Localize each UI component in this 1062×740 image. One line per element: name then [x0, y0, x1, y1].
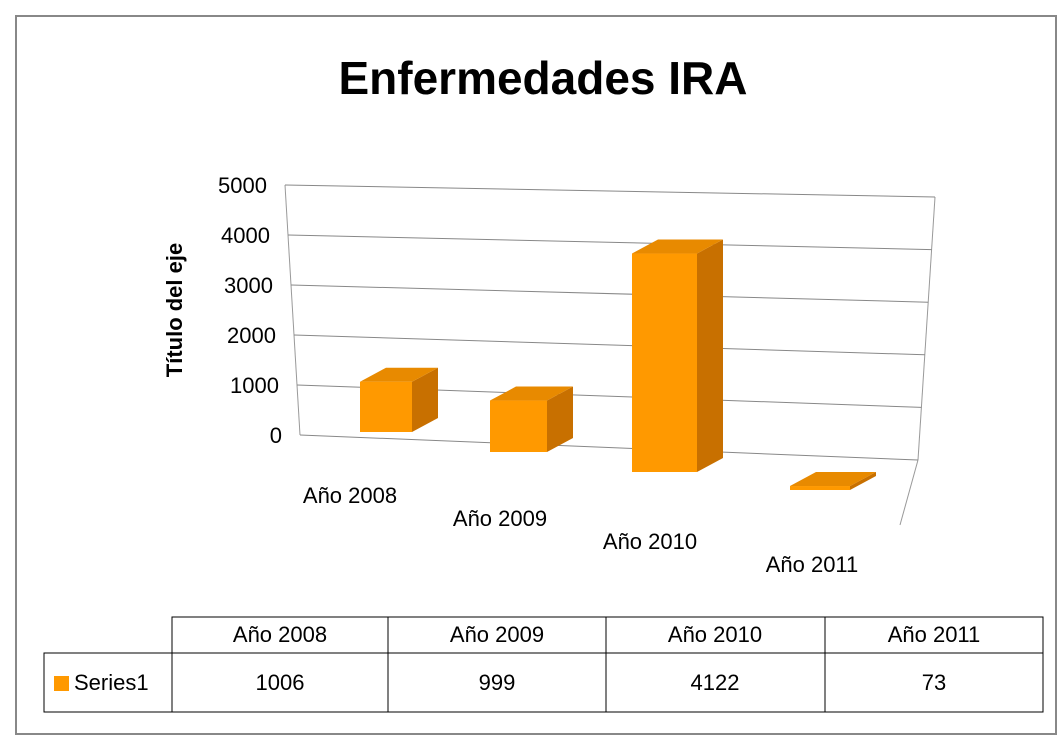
y-tick-label: 0: [270, 423, 282, 448]
grid-line: [299, 434, 919, 461]
legend-label: Series1: [74, 670, 149, 695]
grid-line: [287, 234, 932, 251]
legend-key: [54, 676, 69, 691]
table-value-cell: 999: [479, 670, 516, 695]
table-header-cell: Año 2009: [450, 622, 544, 647]
table-header-cell: Año 2010: [668, 622, 762, 647]
y-tick-label: 2000: [227, 323, 276, 348]
x-tick-label: Año 2010: [603, 529, 697, 554]
table-value-cell: 1006: [256, 670, 305, 695]
floor-edge: [899, 459, 919, 526]
bar-side: [697, 239, 723, 472]
y-tick-label: 3000: [224, 273, 273, 298]
table-header-cell: Año 2008: [233, 622, 327, 647]
bar-side: [412, 367, 438, 432]
grid-line: [293, 334, 925, 356]
x-tick-label: Año 2009: [453, 506, 547, 531]
wall-edge: [917, 196, 936, 461]
table-value-cell: 73: [922, 670, 946, 695]
grid-line: [284, 184, 936, 198]
bar-top: [490, 386, 573, 401]
grid-line: [290, 284, 929, 303]
bar-side: [850, 472, 876, 490]
x-tick-label: Año 2011: [766, 552, 859, 577]
x-tick-label: Año 2008: [303, 483, 397, 508]
y-tick-label: 1000: [230, 373, 279, 398]
y-tick-label: 5000: [218, 173, 267, 198]
bar-top: [360, 367, 438, 382]
bar-side: [547, 386, 573, 452]
bar: [632, 253, 697, 472]
data-table: [43, 616, 1044, 713]
y-axis-line: [284, 184, 301, 436]
chart-title: Enfermedades IRA: [338, 52, 747, 104]
chart-border: [15, 15, 1057, 735]
bar: [490, 400, 547, 452]
bar: [360, 381, 412, 432]
bar-top: [632, 239, 723, 254]
bar: [790, 486, 850, 490]
y-axis-title: Título del eje: [162, 243, 187, 377]
table-value-row: [43, 652, 1044, 713]
bar-top: [790, 472, 876, 487]
table-value-cell: 4122: [691, 670, 740, 695]
y-tick-label: 4000: [221, 223, 270, 248]
table-header-cell: Año 2011: [888, 622, 981, 647]
